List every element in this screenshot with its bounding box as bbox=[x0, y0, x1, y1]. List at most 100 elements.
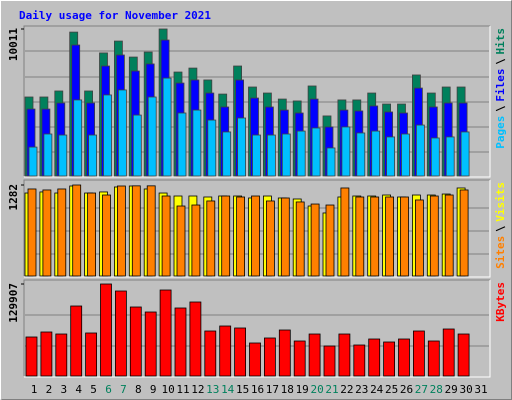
bar bbox=[102, 194, 111, 277]
bar bbox=[323, 345, 336, 377]
legend-label: Pages bbox=[494, 116, 507, 149]
x-tick-label: 31 bbox=[474, 383, 487, 396]
bar bbox=[206, 200, 216, 277]
x-tick-label: 6 bbox=[105, 383, 112, 396]
bar bbox=[129, 306, 142, 377]
x-tick-label: 19 bbox=[296, 383, 309, 396]
bar bbox=[251, 195, 260, 277]
bar bbox=[338, 333, 351, 377]
bar bbox=[400, 196, 409, 277]
chart-title: Daily usage for November 2021 bbox=[19, 9, 211, 22]
x-tick-label: 18 bbox=[281, 383, 294, 396]
panel-bevel bbox=[24, 26, 491, 178]
x-tick-label: 15 bbox=[236, 383, 249, 396]
legend-label: Hits bbox=[494, 28, 507, 55]
bar bbox=[73, 99, 83, 177]
bar bbox=[161, 195, 171, 277]
panel-bevel bbox=[23, 25, 490, 176]
legend-label: Files bbox=[494, 69, 507, 102]
bar bbox=[353, 344, 366, 377]
bar bbox=[27, 188, 37, 277]
legend-label: Sites bbox=[494, 236, 507, 269]
x-tick-label: 14 bbox=[221, 383, 235, 396]
bar bbox=[207, 119, 217, 177]
bar bbox=[204, 330, 217, 377]
bar bbox=[72, 184, 82, 277]
bar bbox=[371, 130, 381, 177]
bar bbox=[174, 307, 187, 377]
bar bbox=[460, 131, 470, 177]
bar bbox=[263, 337, 276, 377]
bar bbox=[162, 77, 172, 177]
bar bbox=[415, 124, 425, 177]
bar bbox=[147, 96, 157, 177]
bar bbox=[221, 195, 231, 277]
panel-bevel bbox=[23, 279, 490, 376]
x-tick-label: 30 bbox=[459, 383, 472, 396]
legend-label: Visits bbox=[494, 182, 507, 222]
bar bbox=[103, 94, 112, 177]
x-tick-label: 29 bbox=[445, 383, 458, 396]
bar bbox=[401, 133, 410, 177]
bar bbox=[249, 342, 261, 377]
bar bbox=[383, 341, 396, 377]
bar bbox=[445, 136, 455, 177]
x-tick-label: 17 bbox=[266, 383, 279, 396]
bar bbox=[43, 133, 53, 177]
bar bbox=[386, 136, 396, 177]
bar bbox=[444, 194, 454, 277]
bar bbox=[40, 331, 53, 377]
panel-bevel bbox=[24, 280, 491, 378]
bar bbox=[266, 134, 276, 177]
bar bbox=[296, 130, 306, 177]
bar bbox=[42, 189, 52, 277]
bar bbox=[385, 196, 395, 277]
bar bbox=[191, 204, 201, 277]
bar bbox=[325, 204, 335, 277]
bar bbox=[115, 290, 127, 377]
x-tick-label: 22 bbox=[340, 383, 353, 396]
bar bbox=[88, 134, 97, 177]
bar bbox=[117, 185, 126, 277]
bar bbox=[370, 196, 380, 277]
bar bbox=[459, 189, 469, 277]
bar bbox=[192, 109, 202, 177]
x-tick-label: 28 bbox=[430, 383, 443, 396]
bar bbox=[177, 112, 187, 177]
bar bbox=[281, 133, 291, 177]
bar bbox=[55, 333, 68, 377]
bar bbox=[427, 340, 440, 377]
panel-bevel bbox=[24, 180, 491, 278]
x-tick-label: 12 bbox=[191, 383, 204, 396]
y-max-label: 129907 bbox=[7, 283, 20, 323]
bar bbox=[356, 132, 366, 177]
legend-separator bbox=[495, 226, 506, 232]
x-tick-label: 21 bbox=[325, 383, 338, 396]
bar bbox=[144, 311, 157, 377]
bar bbox=[295, 201, 305, 277]
bar bbox=[176, 205, 186, 277]
bar bbox=[131, 185, 141, 277]
bar bbox=[326, 147, 336, 177]
x-tick-label: 9 bbox=[150, 383, 157, 396]
bar bbox=[355, 196, 365, 277]
bar bbox=[311, 127, 321, 177]
bar bbox=[340, 187, 350, 277]
bar bbox=[278, 329, 291, 377]
bar bbox=[100, 283, 112, 377]
bar bbox=[252, 134, 261, 177]
x-tick-label: 11 bbox=[176, 383, 189, 396]
y-max-label: 10011 bbox=[7, 28, 20, 61]
bar bbox=[265, 200, 275, 277]
x-tick-label: 1 bbox=[31, 383, 38, 396]
bar bbox=[442, 328, 455, 377]
bar bbox=[430, 137, 440, 177]
bar bbox=[412, 330, 425, 377]
bar bbox=[219, 325, 232, 377]
bar bbox=[189, 301, 202, 377]
bar bbox=[414, 199, 424, 277]
bar bbox=[368, 338, 381, 377]
bar bbox=[222, 131, 232, 177]
